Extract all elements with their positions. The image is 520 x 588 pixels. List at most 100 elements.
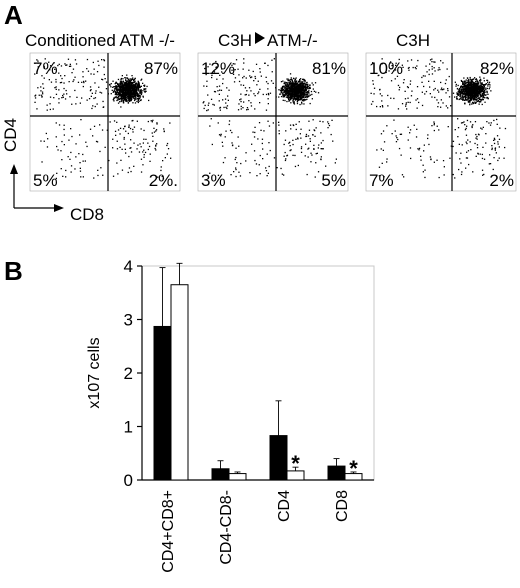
- dot: [378, 166, 381, 168]
- dot: [462, 89, 464, 91]
- dot: [125, 130, 127, 132]
- dot: [243, 101, 245, 103]
- dot: [245, 77, 247, 79]
- dot: [465, 91, 467, 93]
- dot: [473, 91, 475, 93]
- dot: [259, 173, 261, 175]
- dot: [68, 139, 70, 141]
- dot: [121, 93, 123, 95]
- dot: [140, 158, 143, 160]
- dot: [295, 128, 297, 131]
- dot: [82, 85, 84, 88]
- dot: [92, 105, 94, 107]
- dot: [301, 90, 303, 92]
- dot: [294, 93, 296, 95]
- dot: [34, 73, 36, 75]
- dot: [279, 93, 281, 95]
- dot: [282, 99, 284, 101]
- dot: [308, 91, 310, 93]
- dot: [372, 100, 374, 103]
- dot: [127, 97, 129, 99]
- dot: [470, 84, 472, 87]
- dot: [291, 97, 293, 99]
- dot: [313, 90, 315, 92]
- dot: [494, 148, 496, 150]
- dot: [303, 95, 305, 97]
- dot: [285, 83, 287, 86]
- dot: [231, 69, 233, 71]
- dot: [126, 95, 129, 97]
- dot: [134, 102, 137, 104]
- dot: [287, 95, 289, 98]
- dot: [372, 80, 374, 82]
- dot: [466, 90, 468, 92]
- dot: [43, 140, 45, 142]
- dot: [91, 107, 93, 110]
- dot: [280, 95, 283, 98]
- dot: [143, 138, 145, 140]
- dot: [273, 58, 275, 60]
- dot: [302, 95, 305, 98]
- dot: [122, 78, 124, 80]
- dot: [283, 90, 285, 92]
- dot: [315, 91, 317, 93]
- dot: [470, 94, 472, 96]
- dot: [457, 84, 459, 87]
- dot: [125, 79, 127, 81]
- dot: [458, 168, 460, 171]
- dot: [444, 82, 447, 85]
- dot: [482, 96, 484, 98]
- dot: [479, 97, 481, 99]
- dot: [121, 87, 123, 89]
- dot: [291, 84, 293, 87]
- dot: [327, 127, 329, 129]
- dot: [136, 93, 138, 96]
- dot: [300, 137, 302, 139]
- dot: [128, 98, 130, 100]
- dot: [146, 85, 148, 88]
- dot: [296, 97, 298, 100]
- dot: [309, 138, 311, 140]
- dot: [117, 98, 119, 100]
- dot: [418, 101, 420, 104]
- dot: [297, 88, 300, 90]
- dot: [290, 90, 293, 92]
- dot: [438, 176, 440, 179]
- dot: [113, 98, 115, 100]
- dot: [248, 69, 250, 71]
- dot: [239, 99, 241, 101]
- dot: [300, 128, 302, 130]
- dot: [297, 95, 300, 97]
- dot: [115, 96, 117, 98]
- dot: [482, 84, 484, 86]
- dot: [210, 118, 212, 120]
- dot: [136, 87, 138, 89]
- dot: [234, 158, 236, 161]
- dot: [463, 81, 465, 83]
- dot: [381, 100, 383, 102]
- dot: [289, 89, 291, 91]
- dot: [262, 93, 264, 96]
- dot: [487, 98, 489, 100]
- dot: [416, 65, 418, 67]
- dot: [486, 87, 488, 90]
- dot: [475, 102, 477, 104]
- dot: [163, 128, 165, 130]
- dot: [37, 87, 39, 89]
- dot: [307, 96, 309, 98]
- dot: [474, 121, 477, 123]
- dot: [204, 67, 206, 70]
- dot: [504, 146, 506, 149]
- dot: [140, 90, 143, 92]
- dot: [268, 165, 270, 168]
- dot: [203, 85, 205, 87]
- dot: [283, 89, 285, 92]
- dot: [481, 169, 484, 171]
- dot: [468, 81, 471, 83]
- dot: [143, 129, 145, 132]
- dot: [211, 76, 213, 79]
- dot: [460, 79, 462, 82]
- dot: [147, 148, 149, 151]
- dot: [459, 89, 461, 91]
- dot: [139, 86, 141, 88]
